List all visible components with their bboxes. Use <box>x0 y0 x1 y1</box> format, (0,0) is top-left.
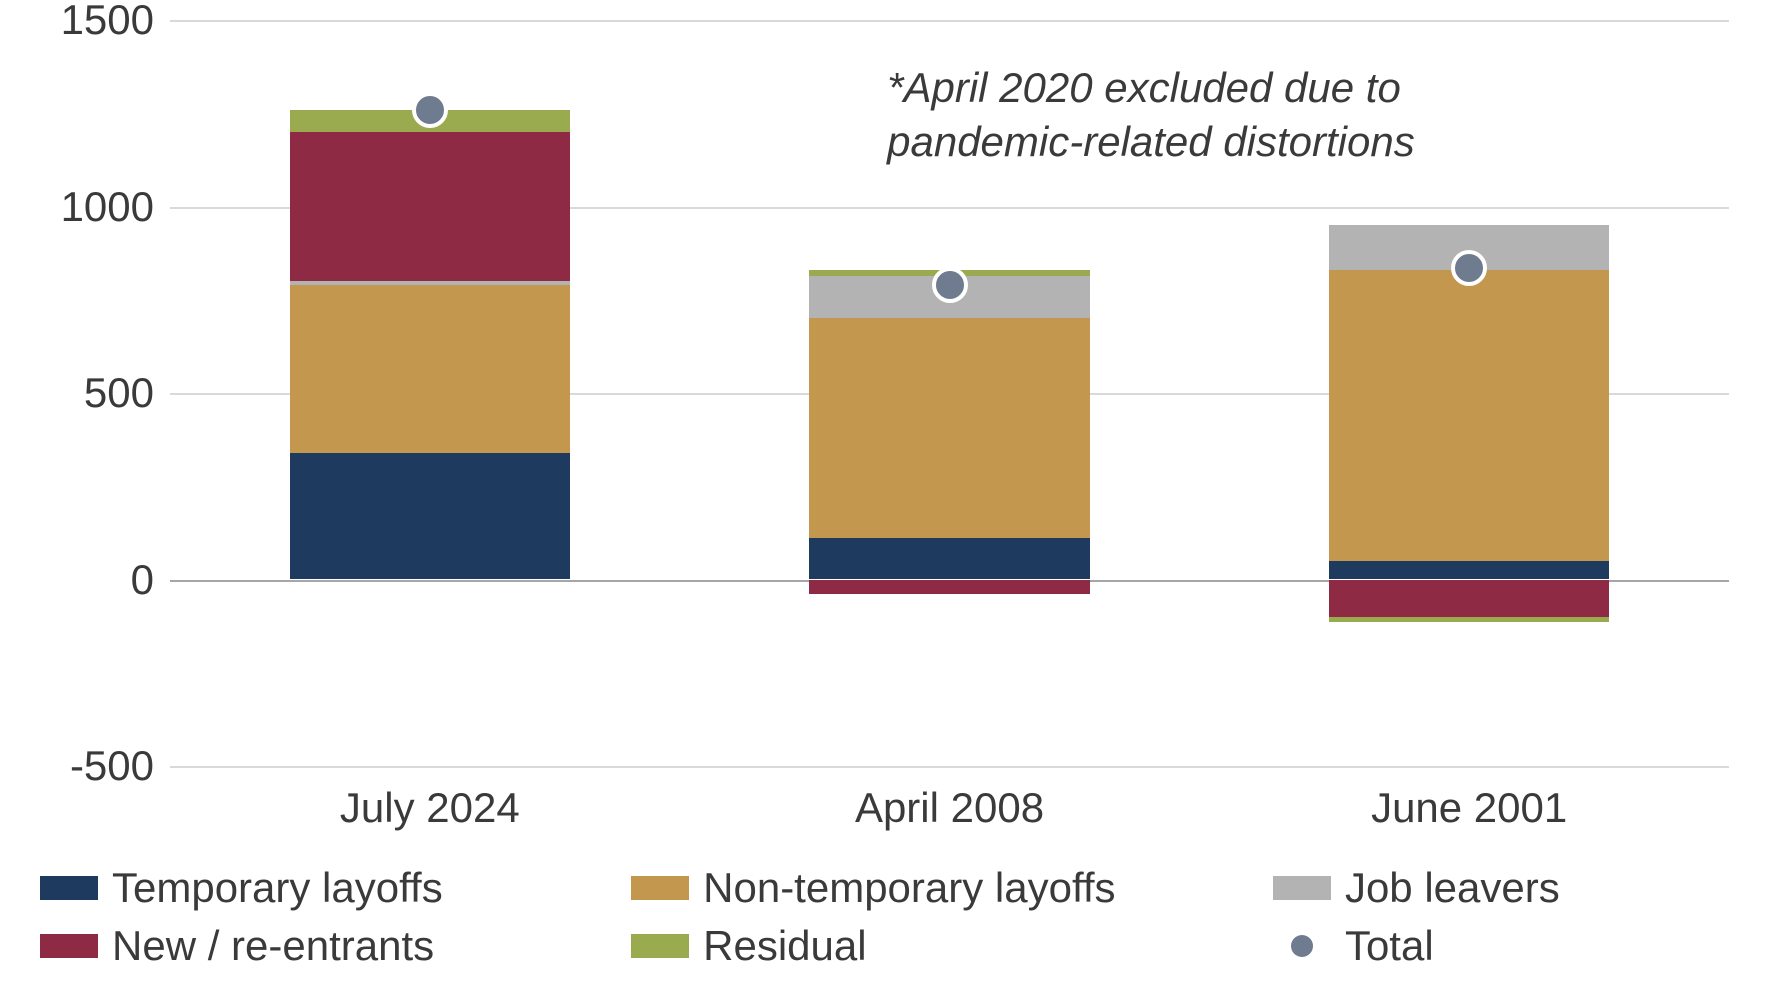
legend-dot-icon <box>1291 935 1313 957</box>
x-axis: July 2024 April 2008 June 2001 <box>40 766 1729 858</box>
bar-segment-temporary-layoffs <box>809 538 1090 579</box>
x-axis-labels: July 2024 April 2008 June 2001 <box>170 766 1729 858</box>
bar-segment-new-re-entrants <box>1329 580 1610 617</box>
bar-segment-non-temporary-layoffs <box>1329 270 1610 561</box>
y-tick-label: 1500 <box>61 0 154 44</box>
legend-item-temporary-layoffs: Temporary layoffs <box>40 864 631 912</box>
y-tick-label: -500 <box>70 742 154 790</box>
bar-group <box>290 20 571 766</box>
legend-swatch <box>631 934 689 958</box>
chart-page: -500 0 500 1000 1500 *April 2020 excluded du… <box>0 0 1789 1000</box>
legend-label: Total <box>1345 922 1434 970</box>
x-axis-label: June 2001 <box>1371 784 1567 832</box>
y-tick-label: 500 <box>84 369 154 417</box>
x-axis-label: July 2024 <box>340 784 520 832</box>
total-marker <box>932 267 968 303</box>
legend-label: Temporary layoffs <box>112 864 443 912</box>
x-axis-label: April 2008 <box>855 784 1044 832</box>
bar-segment-new-re-entrants <box>290 132 571 281</box>
y-tick-label: 1000 <box>61 183 154 231</box>
legend-label: Job leavers <box>1345 864 1560 912</box>
bar-segment-temporary-layoffs <box>290 453 571 580</box>
bar-segment-job-leavers <box>290 281 571 285</box>
legend-swatch <box>40 934 98 958</box>
bar-segment-new-re-entrants <box>809 580 1090 595</box>
legend-item-non-temporary-layoffs: Non-temporary layoffs <box>631 864 1273 912</box>
legend-item-residual: Residual <box>631 922 1273 970</box>
bar-segment-non-temporary-layoffs <box>290 285 571 453</box>
total-marker <box>412 92 448 128</box>
legend-item-new-re-entrants: New / re-entrants <box>40 922 631 970</box>
legend: Temporary layoffs Non-temporary layoffs Jo… <box>40 864 1729 970</box>
legend-label: Residual <box>703 922 866 970</box>
legend-item-total: Total <box>1273 922 1729 970</box>
total-marker <box>1451 250 1487 286</box>
plot-area: *April 2020 excluded due to pandemic-rel… <box>170 20 1729 766</box>
chart-area: -500050010001500 *April 2020 excluded du… <box>40 20 1729 766</box>
legend-swatch <box>40 876 98 900</box>
bar-segment-temporary-layoffs <box>1329 561 1610 580</box>
bar-segment-residual <box>1329 617 1610 623</box>
bar-segment-non-temporary-layoffs <box>809 318 1090 538</box>
y-tick-label: 0 <box>131 556 154 604</box>
y-axis: -500050010001500 <box>40 20 170 766</box>
legend-item-job-leavers: Job leavers <box>1273 864 1729 912</box>
legend-swatch <box>631 876 689 900</box>
legend-label: New / re-entrants <box>112 922 434 970</box>
legend-swatch <box>1273 876 1331 900</box>
annotation-note: *April 2020 excluded due to pandemic-rel… <box>887 61 1448 169</box>
legend-label: Non-temporary layoffs <box>703 864 1115 912</box>
